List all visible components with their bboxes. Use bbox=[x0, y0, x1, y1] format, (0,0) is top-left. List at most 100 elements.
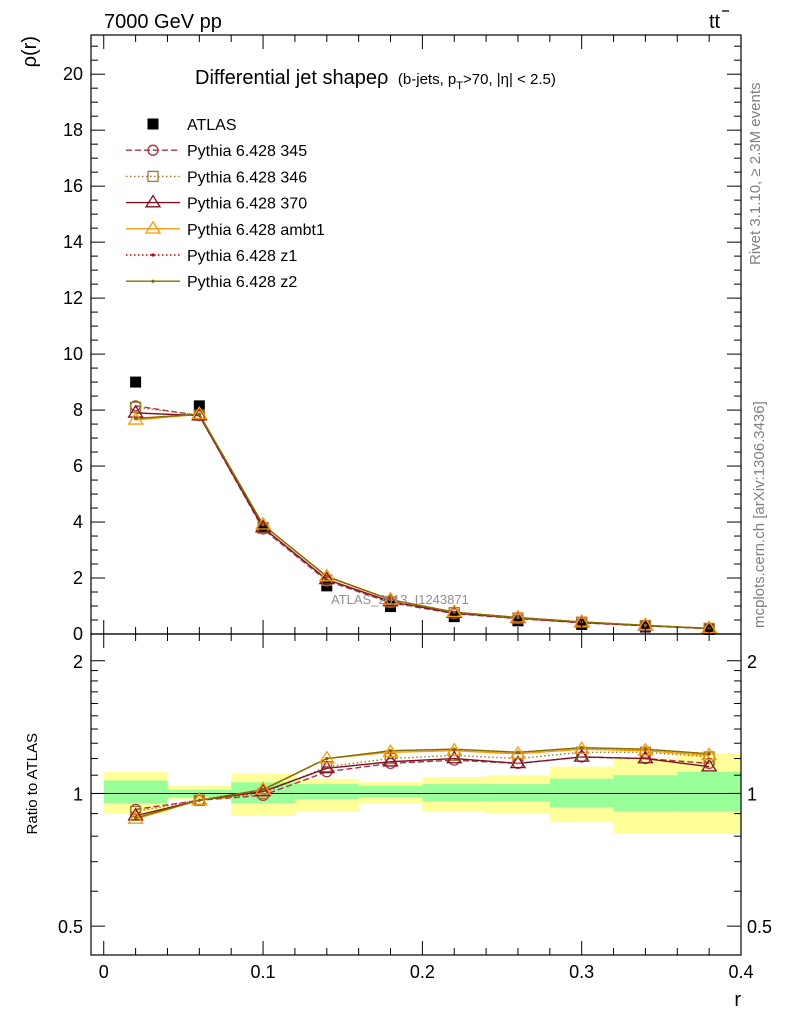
ratio-point bbox=[254, 781, 272, 795]
legend-label: Pythia 6.428 346 bbox=[187, 169, 307, 186]
ratio-point bbox=[127, 807, 144, 821]
data-point bbox=[261, 523, 265, 527]
ratio-point bbox=[446, 742, 463, 756]
data-point bbox=[191, 406, 208, 420]
ratio-point bbox=[318, 750, 335, 764]
ratio-line bbox=[135, 751, 710, 813]
series-line bbox=[135, 413, 710, 630]
process-label: tt bbox=[709, 11, 721, 33]
legend-marker bbox=[144, 220, 162, 234]
x-tick-label: 0.3 bbox=[569, 962, 594, 982]
ratio-point bbox=[509, 745, 527, 759]
ratio-point bbox=[573, 748, 590, 762]
data-point bbox=[318, 568, 335, 582]
ratio-point bbox=[446, 750, 463, 764]
data-point bbox=[257, 522, 269, 534]
y-tick-label: 14 bbox=[63, 232, 83, 252]
x-tick-label: 0 bbox=[99, 962, 109, 982]
y-tick-label: 8 bbox=[73, 400, 83, 420]
data-point bbox=[193, 400, 205, 412]
uncertainty-band-green bbox=[422, 784, 487, 802]
legend-marker bbox=[147, 170, 159, 183]
data-point bbox=[191, 407, 208, 421]
ratio-point bbox=[573, 740, 590, 755]
x-axis-title: r bbox=[734, 989, 741, 1011]
ratio-point bbox=[382, 753, 399, 767]
data-point bbox=[512, 615, 524, 627]
y-tick-label: 10 bbox=[63, 344, 83, 364]
data-point bbox=[382, 591, 399, 605]
data-point bbox=[254, 519, 272, 533]
legend-label: Pythia 6.428 z2 bbox=[187, 274, 297, 291]
data-point bbox=[254, 516, 272, 530]
x-tick-label: 0.2 bbox=[410, 962, 435, 982]
y-tick-label: 0 bbox=[73, 624, 83, 644]
mcplots-label: mcplots.cern.ch [arXiv:1306.3436] bbox=[751, 401, 768, 628]
ratio-point bbox=[197, 798, 201, 802]
y-tick-label: 2 bbox=[73, 568, 83, 588]
ratio-y-tick-label: 1 bbox=[73, 784, 83, 804]
data-point bbox=[516, 615, 520, 620]
ratio-point bbox=[580, 746, 584, 750]
ratio-point bbox=[700, 758, 718, 772]
legend-marker bbox=[147, 144, 159, 156]
ratio-y-tick-label-right: 0.5 bbox=[747, 917, 772, 937]
y-axis-title-top: ρ(r) bbox=[19, 36, 41, 67]
ratio-point bbox=[127, 810, 144, 824]
ratio-point bbox=[318, 760, 335, 774]
data-point bbox=[509, 609, 527, 623]
ratio-point bbox=[637, 750, 654, 764]
x-tick-label: 0.1 bbox=[251, 962, 276, 982]
ratio-point bbox=[707, 752, 711, 756]
y-axis-title-bottom: Ratio to ATLAS bbox=[24, 733, 41, 834]
ratio-point bbox=[637, 742, 654, 756]
y-tick-label: 16 bbox=[63, 176, 83, 196]
ratio-y-tick-label-right: 1 bbox=[747, 784, 757, 804]
legend-marker bbox=[147, 118, 159, 130]
ratio-point bbox=[382, 744, 399, 758]
ratio-point bbox=[325, 756, 329, 761]
rivet-label: Rivet 3.1.10, ≥ 2.3M events bbox=[747, 83, 764, 266]
legend-marker bbox=[151, 253, 155, 257]
data-point bbox=[127, 411, 144, 425]
energy-label: 7000 GeV pp bbox=[104, 11, 222, 33]
data-point bbox=[325, 574, 329, 578]
legend-label: Pythia 6.428 ambt1 bbox=[187, 222, 325, 239]
data-point bbox=[382, 593, 399, 607]
legend-marker bbox=[151, 279, 155, 283]
uncertainty-band-green bbox=[358, 785, 423, 798]
ratio-point bbox=[700, 747, 718, 761]
data-point bbox=[130, 376, 142, 388]
legend-marker bbox=[144, 194, 162, 208]
ratio-point bbox=[254, 783, 272, 797]
uncertainty-band-green bbox=[677, 771, 741, 812]
ratio-point bbox=[388, 749, 393, 753]
ratio-point bbox=[452, 747, 456, 751]
data-point bbox=[388, 597, 393, 602]
x-tick-label: 0.4 bbox=[728, 962, 753, 982]
ratio-line bbox=[135, 746, 710, 819]
ratio-point bbox=[509, 755, 527, 769]
y-tick-label: 12 bbox=[63, 288, 83, 308]
legend-label: ATLAS bbox=[187, 117, 237, 134]
analysis-watermark: ATLAS_2013_I1243871 bbox=[331, 592, 469, 607]
ratio-line bbox=[135, 756, 710, 811]
ratio-y-tick-label: 2 bbox=[73, 652, 83, 672]
ratio-point bbox=[516, 750, 520, 754]
legend-label: Pythia 6.428 z1 bbox=[187, 248, 297, 265]
ratio-point bbox=[191, 792, 208, 806]
legend-label: Pythia 6.428 345 bbox=[187, 143, 307, 160]
ratio-point bbox=[703, 757, 715, 770]
data-point bbox=[446, 603, 463, 618]
uncertainty-band-green bbox=[294, 784, 359, 800]
data-point bbox=[134, 416, 138, 421]
y-tick-label: 20 bbox=[63, 64, 83, 84]
data-point bbox=[318, 571, 335, 585]
ratio-y-tick-label-right: 2 bbox=[747, 652, 757, 672]
y-tick-label: 6 bbox=[73, 456, 83, 476]
ratio-point bbox=[643, 747, 648, 751]
ratio-point bbox=[261, 788, 265, 792]
data-point bbox=[452, 610, 456, 614]
ratio-y-tick-label: 0.5 bbox=[58, 917, 83, 937]
